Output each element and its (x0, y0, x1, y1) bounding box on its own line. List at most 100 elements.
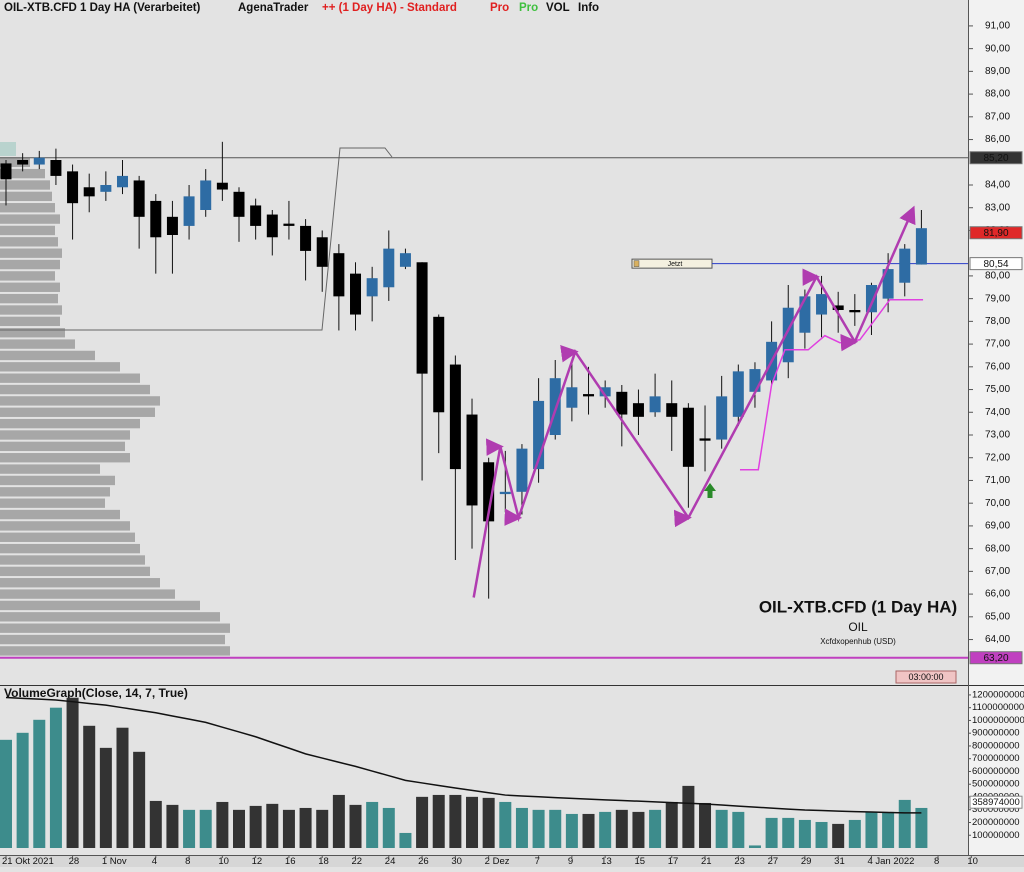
y-tick-label: 90,00 (985, 43, 1010, 54)
volume-bar (532, 809, 545, 848)
zigzag-line (472, 205, 916, 598)
candle-body (200, 180, 212, 210)
x-tick-label: 8 (185, 856, 190, 867)
profile-bar (0, 634, 225, 645)
y-tick-label: 91,00 (985, 21, 1010, 32)
y-tick-label: 600000000 (972, 766, 1020, 777)
profile-bar (0, 225, 55, 236)
candle-body (816, 294, 828, 315)
x-tick-label: 28 (69, 856, 80, 867)
profile-bar (0, 441, 125, 452)
candle-body (416, 262, 428, 374)
y-tick-label: 500000000 (972, 779, 1020, 790)
y-tick-label: 80,00 (985, 271, 1010, 282)
candle-body (433, 316, 445, 413)
profile-bar (0, 350, 95, 361)
profile-bar (0, 180, 50, 190)
plot: Jetzt (0, 141, 968, 659)
y-tick-label: 65,00 (985, 611, 1010, 622)
volume-bar (349, 804, 362, 848)
profile-bar (0, 282, 60, 292)
candle-body (233, 191, 245, 217)
volume-bar (83, 725, 96, 848)
profile-bar (0, 430, 130, 440)
y-tick-label: 800000000 (972, 740, 1020, 751)
profile-bar (0, 612, 220, 622)
profile-bar (0, 362, 120, 372)
candle-body (616, 391, 628, 415)
candle-body (583, 394, 595, 397)
volume-bar (599, 811, 612, 848)
x-tick-label: 10 (967, 856, 978, 867)
volume-bar (233, 809, 246, 848)
volume-bar (615, 809, 628, 848)
x-tick-label: 1 Nov (102, 856, 127, 867)
candle-body (133, 180, 145, 217)
profile-bar (0, 555, 145, 565)
candle-body (649, 396, 661, 413)
x-tick-label: 4 (152, 856, 157, 867)
volume-bar (898, 799, 911, 848)
volume-bar (782, 817, 795, 848)
volume-bar (632, 811, 645, 848)
x-tick-label: 18 (318, 856, 329, 867)
volume-bar (0, 739, 12, 848)
candle-body (67, 171, 79, 204)
volume-bar (748, 845, 761, 848)
last-value-label: 358974000 (972, 797, 1020, 808)
volume-bar (865, 811, 878, 848)
profile-bar (0, 464, 100, 474)
profile-bar (0, 384, 150, 395)
volume-bar (266, 803, 279, 848)
y-tick-label: 72,00 (985, 452, 1010, 463)
header: OIL-XTB.CFD 1 Day HA (Verarbeitet) Agena… (4, 2, 599, 14)
candle-body (466, 414, 478, 506)
volume-average (5, 696, 922, 814)
volume-bar (649, 809, 662, 848)
volume-bar (216, 801, 229, 848)
volume-bar (432, 794, 445, 848)
marker-block (0, 142, 16, 156)
x-tick-label: 4 Jan 2022 (867, 856, 914, 867)
instrument-source: Xcfdxopenhub (USD) (820, 637, 896, 646)
candle-body (83, 187, 95, 197)
volume-bar (915, 807, 928, 848)
level-box (969, 651, 1023, 665)
profile-bar (0, 578, 160, 588)
volume-bar (199, 809, 212, 848)
candle-body (150, 200, 162, 238)
x-tick-label: 16 (285, 856, 296, 867)
header-vol: VOL (546, 2, 570, 14)
y-tick-label: 74,00 (985, 407, 1010, 418)
last-value-box (969, 795, 1023, 809)
volume-bar (166, 804, 179, 848)
x-tick-label: 30 (451, 856, 462, 867)
volume-bar (815, 821, 828, 848)
instrument-title: OIL-XTB.CFD (1 Day HA) (759, 597, 957, 616)
candle-body (366, 278, 378, 297)
volume-bar (848, 819, 861, 848)
volume-bar (798, 819, 811, 848)
candle-body (33, 157, 45, 165)
profile-bar (0, 566, 150, 577)
candle-body (516, 448, 528, 492)
volume-bar (549, 809, 562, 848)
volume-bar (366, 801, 379, 848)
profile-bar (0, 623, 230, 633)
volume-title: VolumeGraph(Close, 14, 7, True) (4, 686, 188, 700)
candle-body (499, 491, 511, 495)
candle-body (333, 253, 345, 297)
candle-body (899, 248, 911, 283)
candle-body (566, 387, 578, 408)
y-tick-label: 87,00 (985, 111, 1010, 122)
level-label: 80,54 (983, 259, 1008, 270)
x-tick-label: 7 (535, 856, 540, 867)
level-label: 85,20 (983, 153, 1008, 164)
volume-bar (416, 796, 429, 848)
profile-bar (0, 214, 60, 224)
candle-body (166, 216, 178, 235)
candle-body (849, 310, 861, 313)
volume-bar (99, 747, 112, 848)
profile-bar (0, 157, 30, 167)
x-tick-label: 12 (252, 856, 263, 867)
